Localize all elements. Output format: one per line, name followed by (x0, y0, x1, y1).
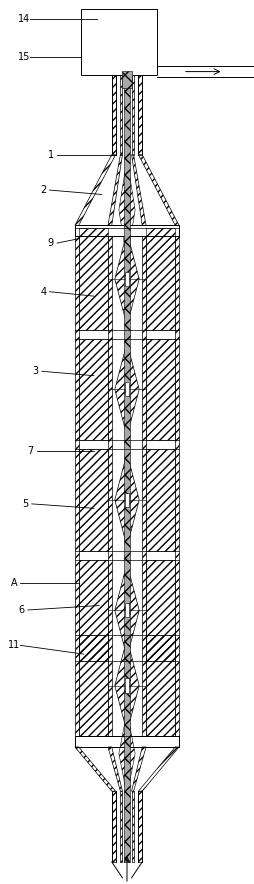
Bar (142, 225, 146, 747)
Bar (132, 75, 134, 155)
Bar (138, 791, 142, 862)
Text: 14: 14 (18, 14, 30, 25)
Bar (124, 75, 130, 862)
Bar (108, 225, 112, 747)
Bar (75, 225, 179, 236)
Bar (125, 603, 129, 617)
Bar (75, 225, 79, 747)
Bar (132, 791, 134, 862)
Bar (112, 75, 116, 155)
Text: 15: 15 (18, 52, 30, 63)
Bar (125, 492, 129, 507)
Bar (112, 791, 116, 862)
Bar (125, 678, 129, 692)
Text: A: A (11, 578, 17, 589)
Bar (81, 9, 157, 75)
Text: 3: 3 (33, 366, 39, 377)
Bar (120, 75, 122, 155)
Text: 11: 11 (8, 640, 20, 651)
Bar (120, 791, 122, 862)
Bar (175, 225, 179, 747)
Text: 6: 6 (19, 605, 25, 615)
Bar (122, 71, 132, 88)
Text: 5: 5 (22, 499, 28, 509)
Bar (125, 271, 129, 286)
Bar (125, 382, 129, 396)
Text: 4: 4 (40, 286, 46, 297)
Bar (138, 75, 142, 155)
Bar (75, 736, 179, 747)
Text: 7: 7 (27, 446, 34, 456)
Text: 9: 9 (48, 238, 54, 248)
Text: 2: 2 (40, 185, 46, 195)
Text: 1: 1 (48, 149, 54, 160)
